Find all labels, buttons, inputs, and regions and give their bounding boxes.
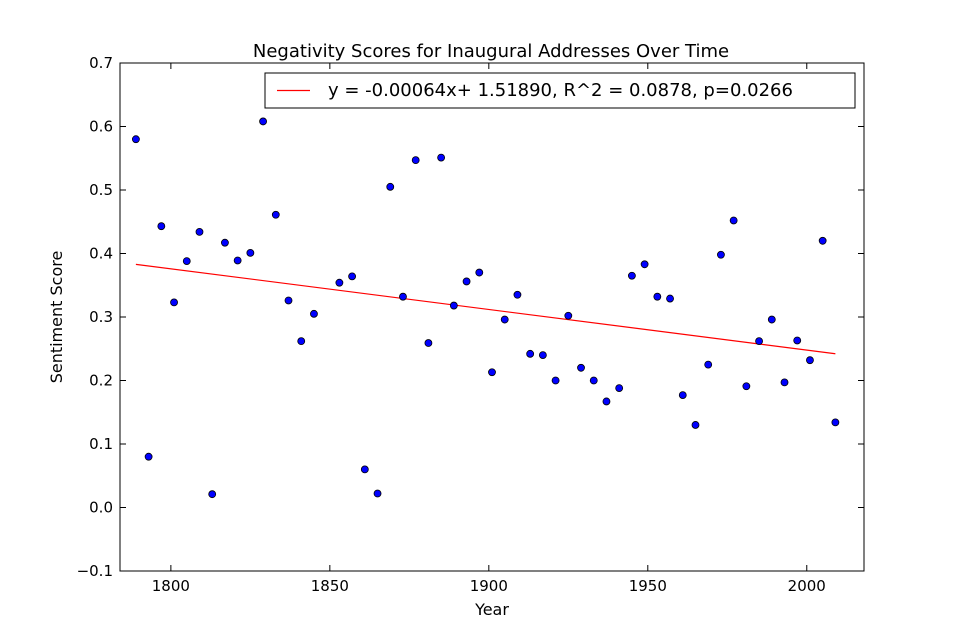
scatter-point	[373, 489, 382, 498]
scatter-point	[284, 296, 293, 305]
scatter-point	[831, 418, 840, 427]
scatter-point	[691, 421, 700, 429]
scatter-point	[717, 250, 725, 259]
scatter-point	[259, 117, 267, 126]
scatter-point	[538, 351, 547, 360]
scatter-point	[551, 376, 560, 385]
y-tick-label: 0.2	[89, 372, 113, 390]
scatter-point	[335, 278, 344, 287]
chart-title: Negativity Scores for Inaugural Addresse…	[253, 41, 729, 62]
scatter-point	[182, 257, 191, 266]
scatter-point	[564, 311, 573, 320]
scatter-point	[602, 397, 611, 406]
scatter-point	[475, 268, 484, 277]
legend-label: y = -0.00064x+ 1.51890, R^2 = 0.0878, p=…	[328, 80, 793, 101]
scatter-point	[678, 391, 687, 400]
y-tick-label: 0.5	[89, 181, 113, 199]
y-tick-label: 0.0	[89, 499, 113, 517]
legend: y = -0.00064x+ 1.51890, R^2 = 0.0878, p=…	[264, 72, 856, 109]
scatter-point	[411, 156, 420, 165]
scatter-point	[500, 315, 509, 324]
plot-area	[120, 63, 864, 571]
y-tick-label: 0.1	[89, 435, 113, 453]
scatter-point	[195, 228, 204, 236]
plot-frame	[119, 62, 865, 572]
scatter-point	[755, 337, 763, 346]
scatter-point	[488, 368, 496, 377]
scatter-point	[208, 490, 217, 499]
scatter-point	[449, 301, 458, 310]
scatter-point	[170, 298, 178, 307]
scatter-point	[271, 210, 280, 219]
scatter-point	[704, 360, 713, 369]
scatter-point	[666, 294, 674, 303]
x-tick-label: 1800	[152, 577, 190, 595]
scatter-point	[526, 349, 535, 358]
scatter-point	[589, 376, 598, 385]
x-tick-label: 2000	[788, 577, 826, 595]
scatter-point	[399, 292, 407, 301]
scatter-point	[144, 452, 153, 461]
scatter-point	[233, 256, 242, 265]
scatter-point	[131, 135, 140, 144]
scatter-point	[221, 238, 229, 247]
scatter-point	[246, 248, 255, 257]
scatter-point	[640, 260, 649, 269]
axis-ticks: 1800 1850 1900 1950 2000 −0.1 0.0 0.1 0.2 0.3 0.4 0…	[77, 54, 864, 595]
scatter-point	[780, 378, 789, 387]
scatter-point	[386, 182, 395, 191]
scatter-point	[729, 216, 738, 225]
y-tick-label: 0.4	[89, 245, 113, 263]
scatter-point	[297, 337, 306, 346]
scatter-point	[157, 222, 166, 231]
x-tick-label: 1900	[470, 577, 508, 595]
x-tick-label: 1850	[311, 577, 349, 595]
fit-line	[135, 263, 836, 355]
scatter-point	[310, 309, 318, 318]
y-tick-label: 0.3	[89, 308, 113, 326]
scatter-point	[424, 339, 433, 347]
x-tick-label: 1950	[629, 577, 667, 595]
scatter-point	[437, 153, 446, 162]
scatter-point	[513, 290, 522, 299]
scatter-point	[767, 315, 776, 324]
scatter-point	[818, 236, 827, 245]
scatter-point	[348, 272, 357, 281]
y-axis-label: Sentiment Score	[47, 251, 66, 384]
scatter-point	[577, 363, 585, 372]
scatter-point	[615, 384, 624, 393]
scatter-point	[627, 271, 636, 280]
y-tick-label: −0.1	[77, 562, 113, 580]
scatter-point	[462, 277, 471, 286]
scatter-point	[653, 292, 662, 301]
x-axis-label: Year	[474, 600, 509, 619]
legend-box	[264, 72, 856, 109]
y-tick-label: 0.6	[89, 118, 113, 136]
scatter-point	[360, 465, 369, 474]
data-layer	[131, 117, 840, 499]
scatter-point	[742, 382, 751, 391]
scatter-point	[793, 336, 802, 345]
scatter-point	[806, 356, 814, 365]
y-tick-label: 0.7	[89, 54, 113, 72]
